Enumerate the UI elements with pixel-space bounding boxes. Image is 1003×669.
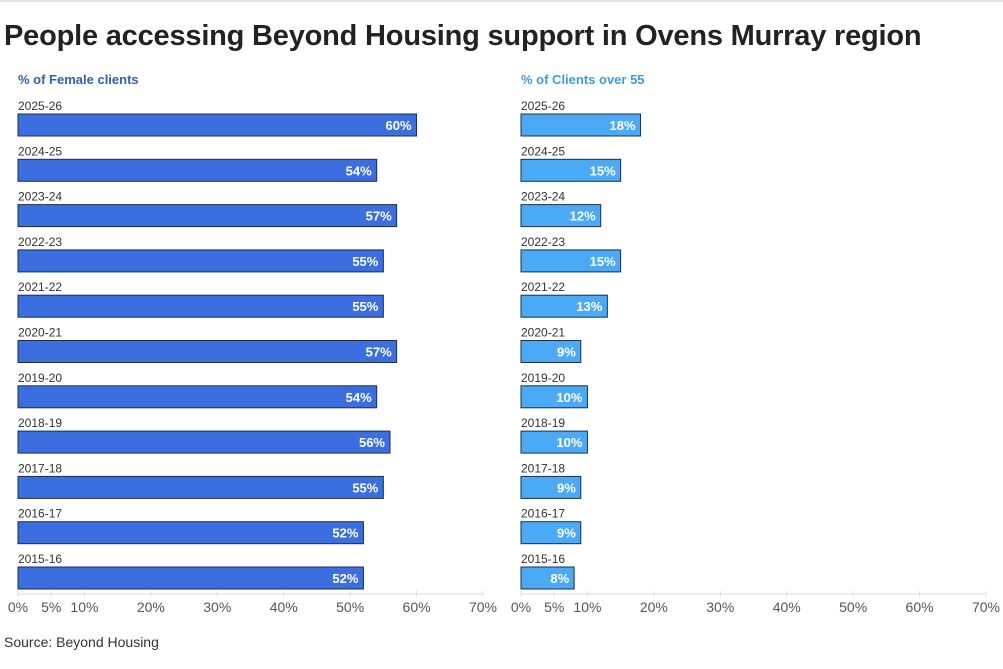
female-category-label: 2016-17 [18,507,62,521]
female-category-label: 2021-22 [18,280,62,294]
over55-category-label: 2021-22 [521,280,565,294]
female-x-tick-label: 5% [41,599,61,615]
over55-bar [520,113,642,137]
over55-bar-data-label: 9% [557,345,576,360]
female-bar-data-label: 57% [366,209,392,224]
female-category-label: 2019-20 [18,371,62,385]
over55-bar [520,566,575,590]
female-bar [17,204,398,228]
chart-title: People accessing Beyond Housing support … [4,20,922,52]
over55-bar-data-label: 9% [557,526,576,541]
over55-x-tick-label: 5% [544,599,564,615]
female-bar-data-label: 54% [346,390,372,405]
female-x-tick-label: 50% [336,599,364,615]
female-category-label: 2020-21 [18,326,62,340]
female-category-label: 2015-16 [18,552,62,566]
over55-category-label: 2018-19 [521,416,565,430]
over55-bar [520,475,582,499]
over55-bar [520,249,622,273]
female-bar [17,294,384,318]
female-x-tick-label: 70% [469,599,497,615]
over55-bar [520,158,622,182]
over55-x-tick-label: 30% [706,599,734,615]
over55-bar [520,204,602,228]
female-x-tick-label: 30% [203,599,231,615]
over55-x-tick-label: 20% [640,599,668,615]
female-bar-data-label: 60% [386,118,412,133]
over55-bar-data-label: 12% [570,209,596,224]
over55-category-label: 2019-20 [521,371,565,385]
female-bar [17,430,391,454]
over55-category-label: 2022-23 [521,235,565,249]
over55-x-tick-label: 40% [773,599,801,615]
source-note: Source: Beyond Housing [4,634,159,650]
female-bar [17,340,398,363]
over55-x-tick-label: 50% [839,599,867,615]
female-panel-title: % of Female clients [18,72,139,87]
over55-category-label: 2020-21 [521,326,565,340]
over55-bar-data-label: 8% [550,571,569,586]
over55-bar [520,430,588,454]
over55-bar-data-label: 15% [590,254,616,269]
over55-x-tick-label: 10% [573,599,601,615]
over55-bar-data-label: 18% [610,118,636,133]
over55-bar-data-label: 10% [556,435,582,450]
female-category-label: 2018-19 [18,416,62,430]
female-bar [17,475,384,499]
over55-category-label: 2017-18 [521,461,565,475]
over55-bar-data-label: 15% [590,163,616,178]
female-bar [17,566,364,590]
female-category-label: 2022-23 [18,235,62,249]
female-bar-data-label: 54% [346,163,372,178]
female-category-label: 2024-25 [18,144,62,158]
female-bar-data-label: 55% [352,480,378,495]
over55-bar-data-label: 13% [576,299,602,314]
female-x-tick-label: 10% [70,599,98,615]
female-bar [17,385,378,409]
over55-bar-data-label: 10% [556,390,582,405]
over55-x-tick-label: 0% [511,599,531,615]
over55-category-label: 2023-24 [521,190,565,204]
female-bar [17,113,418,137]
over55-bar [520,340,582,363]
female-x-tick-label: 0% [8,599,28,615]
over55-bar [520,521,582,545]
female-category-label: 2025-26 [18,99,62,113]
female-x-tick-label: 60% [403,599,431,615]
female-category-label: 2023-24 [18,190,62,204]
over55-panel-title: % of Clients over 55 [521,72,645,87]
female-bar-data-label: 52% [332,526,358,541]
female-x-tick-label: 20% [137,599,165,615]
female-bar [17,158,378,182]
over55-category-label: 2025-26 [521,99,565,113]
female-bar-data-label: 52% [332,571,358,586]
female-category-label: 2017-18 [18,461,62,475]
female-bar [17,521,364,545]
female-bar-data-label: 57% [366,345,392,360]
female-bar-data-label: 56% [359,435,385,450]
over55-x-tick-label: 70% [972,599,1000,615]
over55-bar-data-label: 9% [557,480,576,495]
female-bar [17,249,384,273]
over55-category-label: 2015-16 [521,552,565,566]
over55-bar [520,385,588,409]
top-rule [0,0,1003,2]
over55-bar [520,294,608,318]
over55-x-tick-label: 60% [906,599,934,615]
female-bar-data-label: 55% [352,254,378,269]
female-bar-data-label: 55% [352,299,378,314]
female-x-tick-label: 40% [270,599,298,615]
over55-category-label: 2016-17 [521,507,565,521]
over55-category-label: 2024-25 [521,144,565,158]
